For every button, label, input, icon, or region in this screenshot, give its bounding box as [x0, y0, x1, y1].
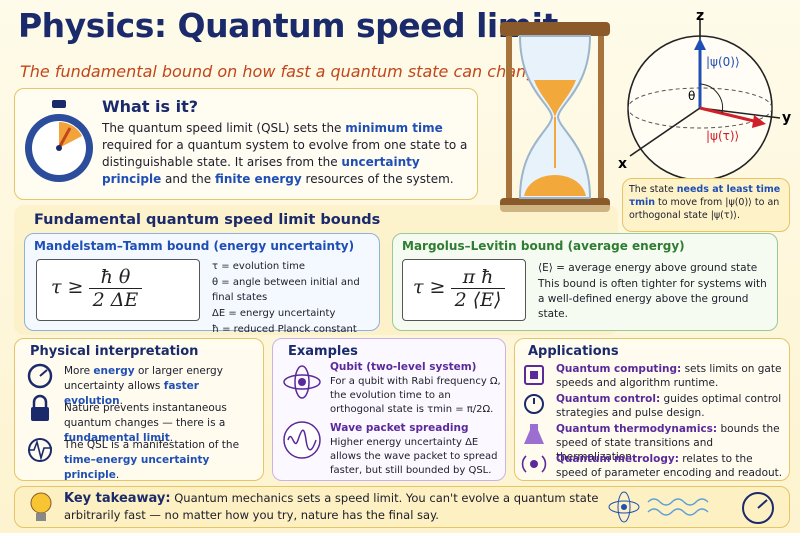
application-label: Quantum computing:: [556, 363, 682, 375]
mt-denominator: 2 ΔE: [92, 289, 139, 311]
mt-title: Mandelstam–Tamm bound (energy uncertaint…: [34, 239, 355, 253]
axis-z: z: [696, 8, 704, 24]
application-item: Quantum metrology: relates to the speed …: [556, 452, 786, 480]
state-tau-label: |ψ(τ)⟩: [706, 129, 739, 143]
interpretation-title: Physical interpretation: [30, 344, 199, 359]
what-title: What is it?: [102, 97, 199, 116]
application-text: guides optimal control strategies and pu…: [556, 393, 782, 419]
definition: ⟨E⟩ = average energy above ground state: [538, 262, 758, 274]
text-segment: More: [64, 365, 94, 377]
application-item: Quantum control: guides optimal control …: [556, 392, 786, 420]
takeaway-decor: [608, 491, 774, 524]
ml-definitions: ⟨E⟩ = average energy above ground state T…: [538, 261, 768, 322]
text-segment: required for a quantum system to evolve …: [102, 138, 468, 169]
definition: ΔE = energy uncertainty: [212, 308, 336, 319]
interpretation-box: [14, 338, 264, 481]
subtitle: The fundamental bound on how fast a quan…: [20, 62, 547, 81]
example-title: Qubit (two-level system): [330, 361, 477, 373]
stopwatch-icon: [25, 100, 93, 182]
text-segment: resources of the system.: [301, 172, 454, 186]
definition: τ = evolution time: [212, 261, 305, 272]
applications-box: [514, 338, 790, 481]
text-segment: Nature prevents instantaneous quantum ch…: [64, 402, 227, 429]
highlight: finite energy: [214, 172, 302, 186]
interpretation-item: Nature prevents instantaneous quantum ch…: [64, 401, 258, 446]
definition: ħ = reduced Planck constant: [212, 324, 357, 335]
interpretation-item: More energy or larger energy uncertainty…: [64, 364, 258, 409]
application-text: sets limits on gate speeds and algorithm…: [556, 363, 782, 389]
text-segment: .: [119, 395, 123, 407]
example-body: For a qubit with Rabi frequency Ω, the e…: [330, 376, 501, 415]
example-title: Wave packet spreading: [330, 422, 469, 434]
application-text: bounds the speed of state transitions an…: [556, 423, 780, 463]
interpretation-icons: [27, 363, 53, 462]
highlight: faster evolution: [64, 380, 199, 407]
ml-denominator: 2 ⟨E⟩: [454, 289, 502, 311]
application-item: Quantum computing: sets limits on gate s…: [556, 362, 786, 390]
takeaway-text: Quantum mechanics sets a speed limit. Yo…: [64, 491, 599, 522]
text-segment: .: [115, 469, 120, 481]
what-body: The quantum speed limit (QSL) sets the m…: [102, 120, 472, 188]
text-segment: The QSL is a manifestation of the: [64, 439, 240, 451]
text-segment: or larger energy uncertainty allows: [64, 365, 223, 392]
bloch-caption-box: The state needs at least time τmin to mo…: [622, 178, 790, 232]
highlight: time–energy uncertainty principle: [64, 454, 210, 481]
definition: θ = angle between initial and final stat…: [212, 277, 360, 303]
text-segment: The quantum speed limit (QSL) sets the: [102, 121, 346, 135]
highlight: needs at least time τmin: [629, 184, 781, 208]
highlight: minimum time: [345, 121, 443, 135]
text-segment: .: [169, 432, 174, 444]
application-item: Quantum thermodynamics: bounds the speed…: [556, 422, 786, 464]
application-label: Quantum thermodynamics:: [556, 423, 718, 435]
interpretation-item: The QSL is a manifestation of the time–e…: [64, 438, 258, 483]
bulb-icon: [30, 492, 52, 521]
application-text: relates to the speed of parameter encodi…: [556, 453, 783, 479]
takeaway-label: Key takeaway:: [64, 491, 171, 506]
example-body: Higher energy uncertainty ΔE allows the …: [330, 437, 498, 476]
bloch-sphere: z y x |ψ(0)⟩ θ |ψ(τ)⟩: [618, 8, 791, 178]
application-label: Quantum metrology:: [556, 453, 679, 465]
definition: This bound is often tighter for systems …: [538, 278, 767, 320]
mt-numerator: ħ θ: [88, 266, 143, 289]
axis-x: x: [618, 156, 627, 172]
highlight: energy: [93, 365, 135, 377]
text-segment: to move from |ψ(0)⟩ to an orthogonal sta…: [629, 197, 780, 221]
bounds-title: Fundamental quantum speed limit bounds: [34, 212, 381, 228]
ml-numerator: π ħ: [450, 266, 506, 289]
examples-icons: [283, 365, 321, 459]
application-label: Quantum control:: [556, 393, 661, 405]
hourglass: [500, 22, 610, 212]
examples-box: [272, 338, 506, 481]
title: Physics: Quantum speed limit: [18, 6, 558, 45]
examples-title: Examples: [288, 344, 358, 359]
mt-definitions: τ = evolution time θ = angle between init…: [212, 259, 377, 337]
highlight: fundamental limit: [64, 432, 170, 444]
mt-lhs: τ ≥: [51, 276, 84, 298]
highlight: uncertainty principle: [102, 155, 420, 186]
text-segment: The state: [629, 184, 677, 195]
ml-title: Margolus–Levitin bound (average energy): [402, 239, 685, 253]
applications-icons: [521, 365, 547, 473]
applications-title: Applications: [528, 344, 619, 359]
takeaway: Key takeaway: Quantum mechanics sets a s…: [64, 490, 604, 523]
bloch-caption: The state needs at least time τmin to mo…: [629, 183, 783, 222]
takeaway-box: [14, 486, 790, 528]
angle-label: θ: [688, 89, 695, 103]
ml-lhs: τ ≥: [413, 276, 446, 298]
state-0-label: |ψ(0)⟩: [706, 55, 740, 69]
text-segment: and the: [161, 172, 215, 186]
axis-y: y: [782, 110, 791, 126]
